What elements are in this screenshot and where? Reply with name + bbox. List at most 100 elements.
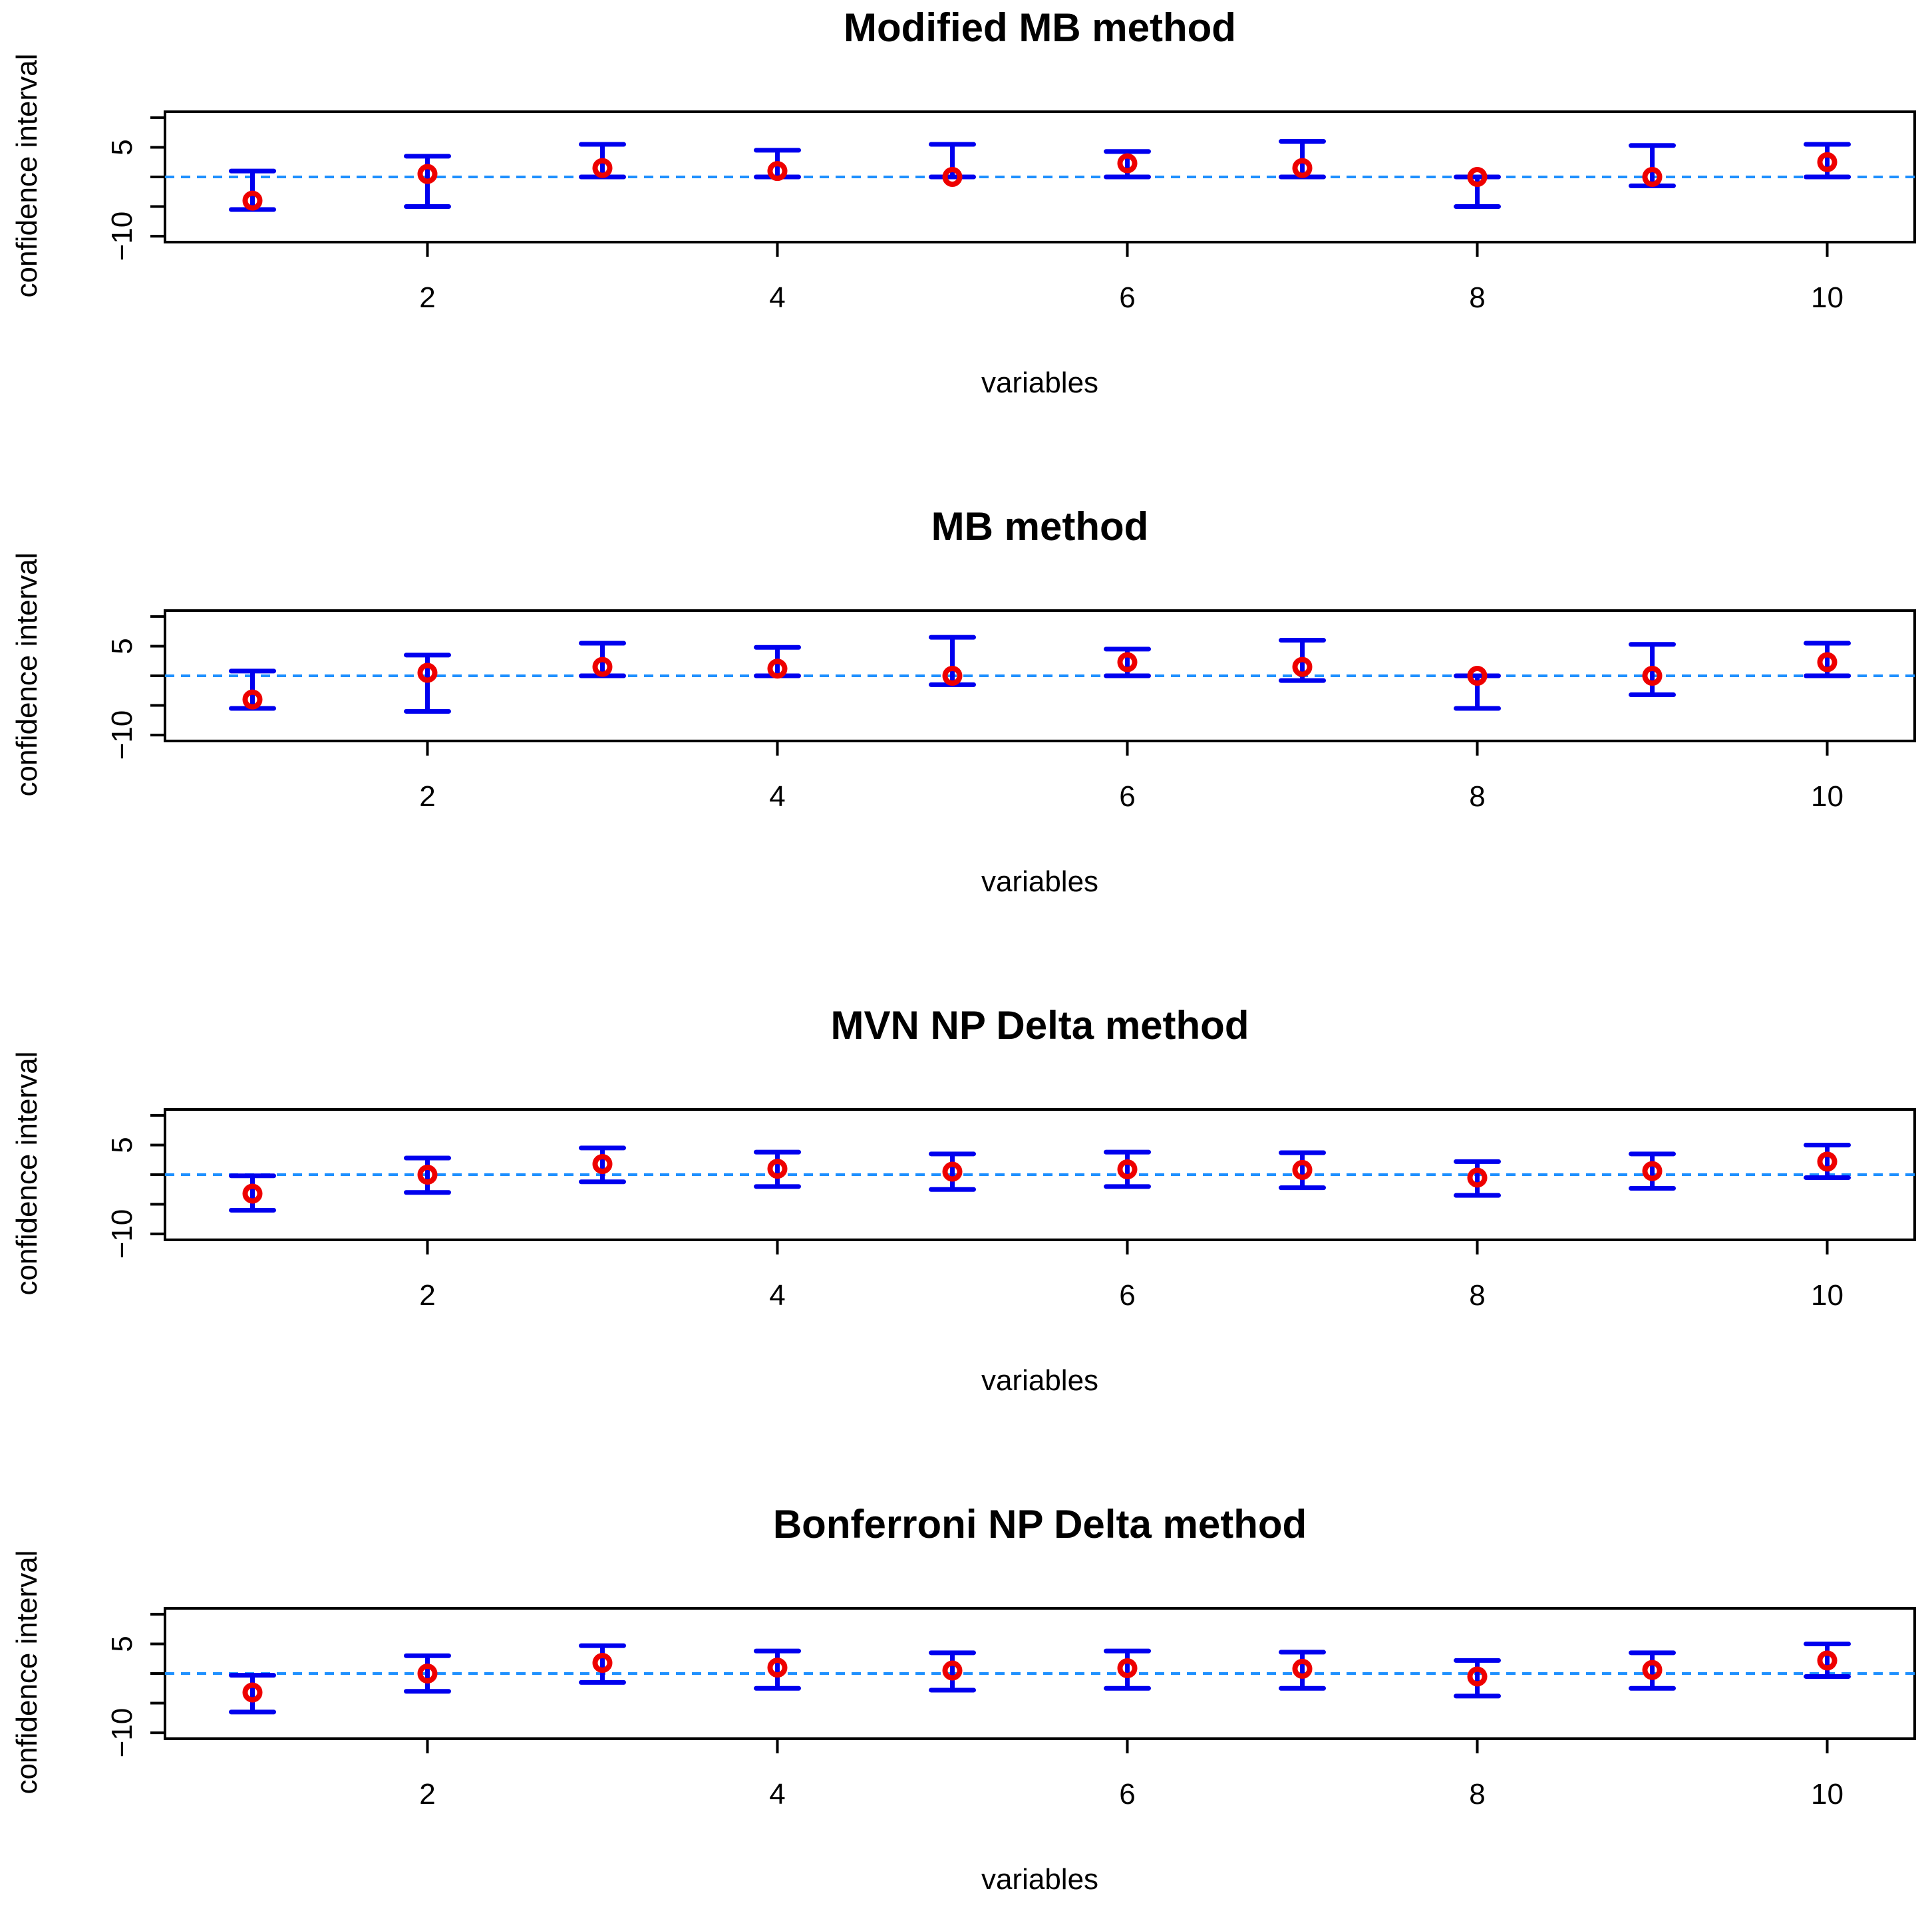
error-bar bbox=[754, 1648, 801, 1691]
error-bar bbox=[754, 645, 801, 679]
point-estimate bbox=[417, 1664, 438, 1684]
chart-title: Modified MB method bbox=[844, 5, 1236, 50]
point-estimate bbox=[1642, 1161, 1663, 1181]
chart-panel-3: MVN NP Delta method 2 4 6 8 10 −10 5 variables co… bbox=[11, 1003, 1916, 1397]
y-tick-label: 5 bbox=[106, 139, 138, 155]
error-bar bbox=[579, 1643, 626, 1685]
point-estimate bbox=[242, 190, 263, 211]
point-estimate bbox=[1817, 1151, 1838, 1172]
point-estimate bbox=[592, 158, 613, 178]
error-bar bbox=[1629, 1151, 1676, 1191]
error-bar bbox=[754, 1149, 801, 1189]
x-tick-label: 8 bbox=[1469, 780, 1485, 813]
error-bar bbox=[1804, 641, 1851, 678]
point-estimate bbox=[242, 1183, 263, 1204]
y-tick-label: 5 bbox=[106, 1636, 138, 1652]
point-estimate bbox=[592, 657, 613, 677]
point-estimate bbox=[417, 1165, 438, 1185]
x-tick-label: 4 bbox=[769, 1778, 785, 1811]
point-estimate bbox=[1292, 158, 1313, 178]
y-axis-title: confidence interval bbox=[11, 1052, 43, 1296]
error-bar bbox=[1104, 1648, 1151, 1691]
point-estimate bbox=[417, 164, 438, 184]
point-estimate bbox=[767, 161, 788, 182]
y-tick-label: 5 bbox=[106, 638, 138, 654]
chart-title: Bonferroni NP Delta method bbox=[773, 1502, 1307, 1546]
chart-panel-1: Modified MB method 2 4 6 8 10 −10 5 variables con… bbox=[11, 5, 1916, 399]
point-estimate bbox=[242, 689, 263, 710]
point-estimate bbox=[767, 659, 788, 679]
y-axis-title: confidence interval bbox=[11, 54, 43, 298]
chart-panel-4: Bonferroni NP Delta method 2 4 6 8 10 −10 5 vari… bbox=[11, 1502, 1916, 1896]
x-tick-label: 2 bbox=[419, 1279, 435, 1312]
error-bar bbox=[404, 653, 451, 714]
x-axis-title: variables bbox=[981, 1364, 1098, 1397]
point-estimate bbox=[942, 666, 963, 686]
error-bar bbox=[1804, 142, 1851, 180]
x-tick-label: 8 bbox=[1469, 1279, 1485, 1312]
error-bar bbox=[579, 1145, 626, 1185]
x-tick-label: 2 bbox=[419, 1778, 435, 1811]
y-tick-label: −10 bbox=[106, 1708, 138, 1758]
error-bar bbox=[1279, 1650, 1326, 1691]
point-estimate bbox=[1642, 1660, 1663, 1680]
point-estimate bbox=[942, 1161, 963, 1182]
point-estimate bbox=[592, 1652, 613, 1673]
x-axis-title: variables bbox=[981, 366, 1098, 399]
point-estimate bbox=[1117, 1658, 1138, 1678]
error-bar bbox=[404, 1155, 451, 1195]
x-tick-label: 10 bbox=[1811, 780, 1844, 813]
error-bar bbox=[1804, 1641, 1851, 1679]
x-tick-label: 10 bbox=[1811, 1778, 1844, 1811]
error-bar bbox=[1804, 1142, 1851, 1180]
error-bar bbox=[1454, 666, 1501, 711]
point-estimate bbox=[1117, 153, 1138, 174]
point-estimate bbox=[1117, 652, 1138, 672]
error-bar bbox=[229, 1173, 276, 1213]
error-bar bbox=[1454, 1658, 1501, 1699]
x-tick-label: 4 bbox=[769, 1279, 785, 1312]
error-bar bbox=[929, 1650, 976, 1693]
point-estimate bbox=[1467, 1666, 1488, 1687]
error-bar bbox=[579, 142, 626, 180]
error-bar bbox=[229, 1673, 276, 1715]
error-bar bbox=[1104, 647, 1151, 678]
point-estimate bbox=[942, 1660, 963, 1681]
x-tick-label: 8 bbox=[1469, 281, 1485, 314]
chart-title: MVN NP Delta method bbox=[831, 1003, 1249, 1048]
point-estimate bbox=[1292, 1658, 1313, 1679]
error-bar bbox=[1279, 139, 1326, 180]
x-axis-title: variables bbox=[981, 865, 1098, 898]
error-bar bbox=[1629, 1650, 1676, 1691]
error-bar bbox=[929, 1151, 976, 1192]
error-bar bbox=[1629, 642, 1676, 698]
point-estimate bbox=[1817, 1650, 1838, 1671]
x-tick-label: 2 bbox=[419, 281, 435, 314]
error-bar bbox=[579, 641, 626, 678]
error-bar bbox=[1104, 1149, 1151, 1189]
error-bar bbox=[404, 154, 451, 210]
chart-panel-2: MB method 2 4 6 8 10 −10 5 variables confidence i… bbox=[11, 504, 1916, 898]
point-estimate bbox=[942, 167, 963, 187]
point-estimate bbox=[767, 1159, 788, 1179]
point-estimate bbox=[1117, 1159, 1138, 1179]
chart-title: MB method bbox=[931, 504, 1149, 549]
error-bar bbox=[404, 1653, 451, 1694]
x-tick-label: 10 bbox=[1811, 281, 1844, 314]
point-estimate bbox=[1467, 167, 1488, 187]
point-estimate bbox=[592, 1153, 613, 1174]
point-estimate bbox=[1292, 1159, 1313, 1180]
point-estimate bbox=[1467, 1167, 1488, 1188]
error-bar bbox=[929, 635, 976, 687]
x-tick-label: 6 bbox=[1119, 780, 1135, 813]
x-tick-label: 6 bbox=[1119, 1279, 1135, 1312]
point-estimate bbox=[1817, 152, 1838, 172]
error-bar bbox=[1104, 149, 1151, 180]
error-bar bbox=[929, 142, 976, 187]
y-axis-title: confidence interval bbox=[11, 1550, 43, 1795]
x-tick-label: 4 bbox=[769, 281, 785, 314]
error-bar bbox=[1454, 167, 1501, 210]
point-estimate bbox=[417, 662, 438, 683]
